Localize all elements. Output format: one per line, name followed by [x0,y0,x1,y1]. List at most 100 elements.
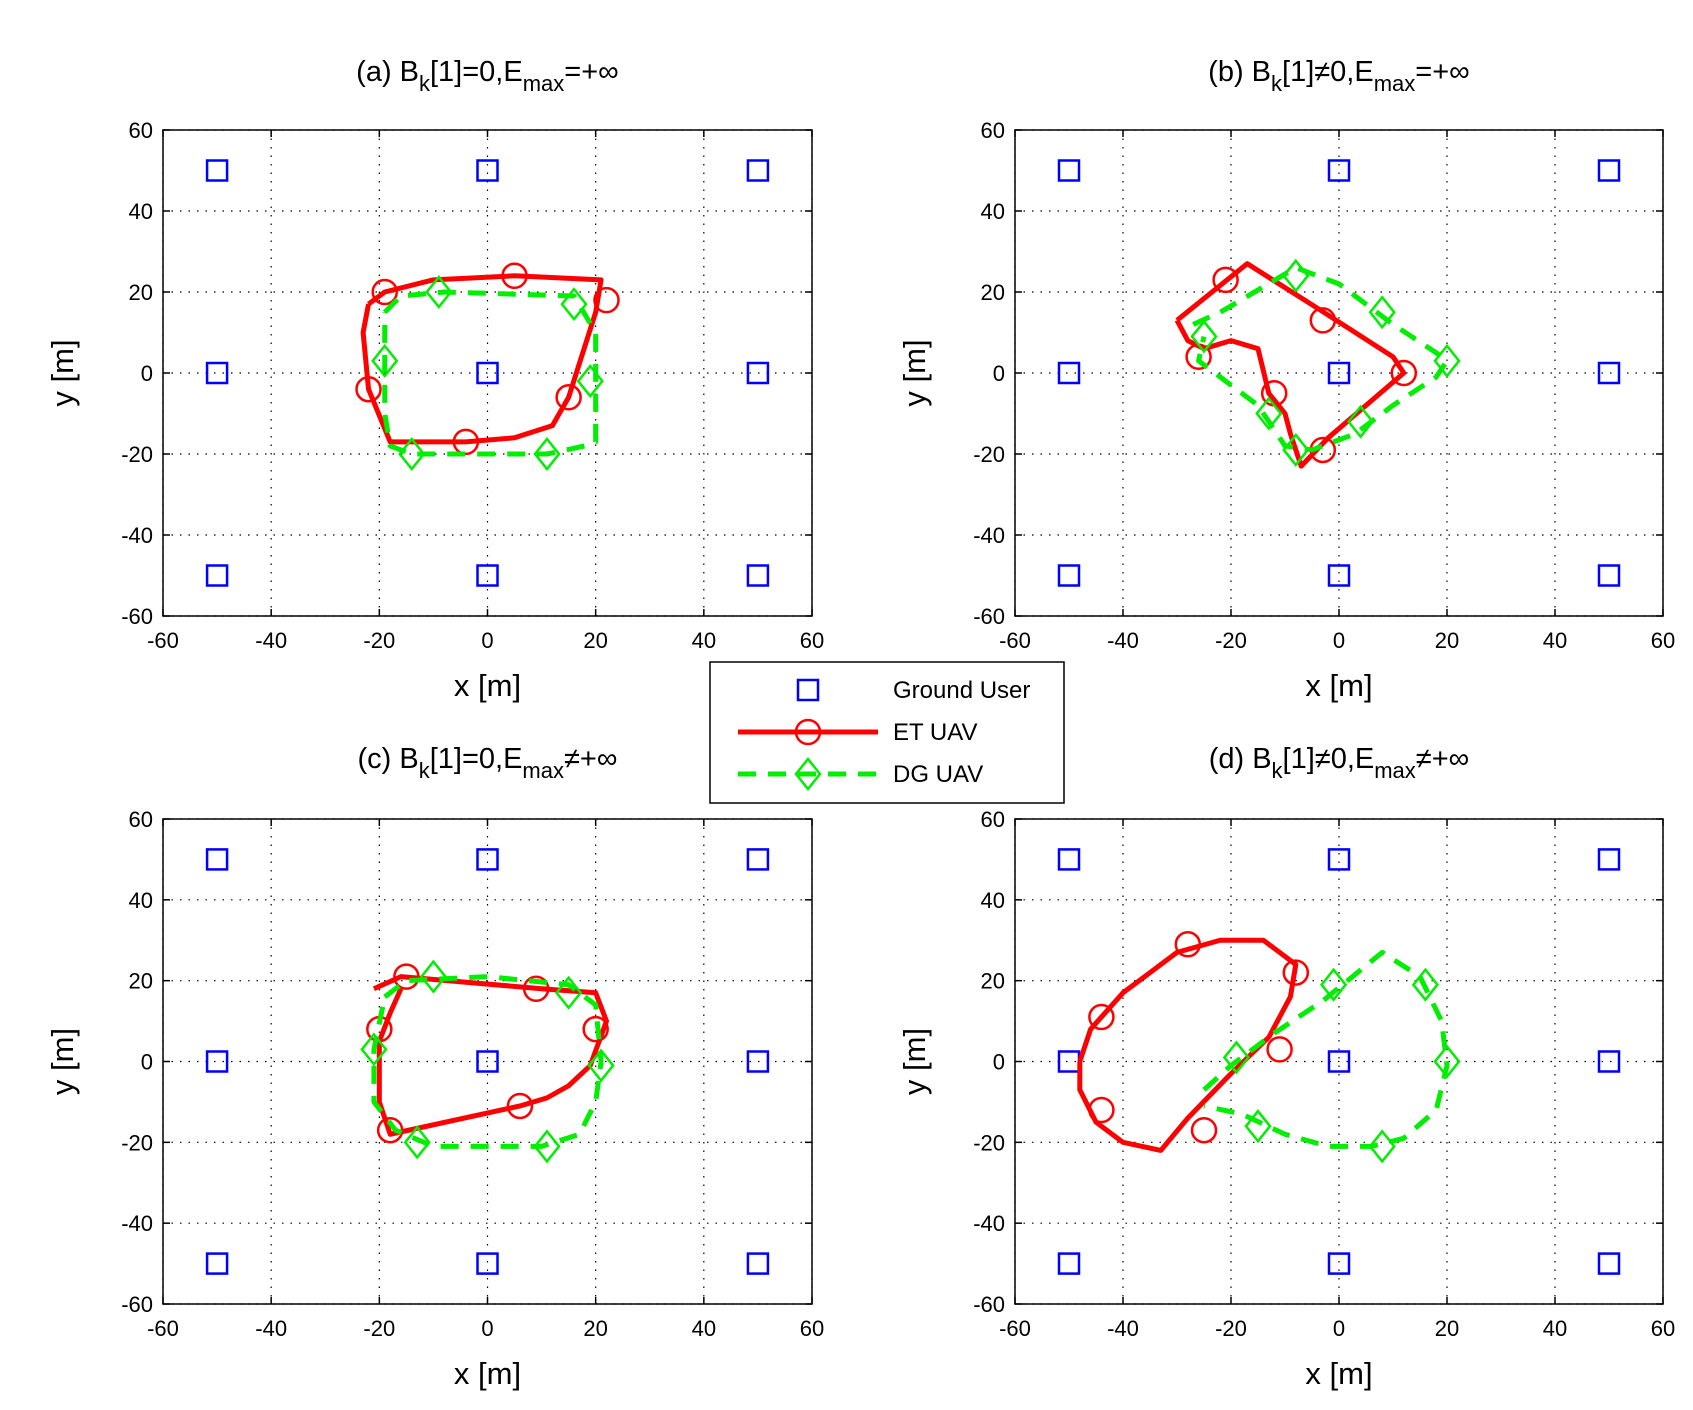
dg-marker [360,1032,388,1067]
x-tick-label: -40 [1107,628,1139,653]
ground-user-marker [1597,1252,1621,1275]
ground-user-marker [476,848,499,871]
x-tick-label: 40 [1543,1316,1567,1341]
legend: Ground User ET UAV DG UAV [709,661,1065,804]
ground-user-marker [1327,1050,1351,1073]
x-tick-label: -40 [255,1316,287,1341]
subplot: -60 -40 -20 0 20 40 60 -60 -40 -20 0 20 40 60 (d) Bk[1… [897,743,1675,1391]
title-part: k [1271,71,1283,96]
title-part: ≠+∞ [1416,743,1470,775]
y-tick-label: -60 [973,1292,1005,1317]
x-tick-label: -20 [1215,628,1247,653]
dg-marker [587,1048,615,1083]
ground-user-marker [1597,1050,1621,1073]
y-tick-label: -20 [973,442,1005,467]
y-tick-label: -20 [121,442,153,467]
ground-user-marker [746,361,770,385]
x-tick-label: -60 [999,628,1031,653]
ground-user-marker [1057,361,1081,385]
x-axis-label: x [m] [1305,1356,1372,1391]
et-marker [522,975,550,1002]
x-tick-label: 60 [1651,1316,1675,1341]
dg-marker [1282,258,1310,293]
ground-user-marker [476,1050,499,1073]
title-part: k [419,71,431,96]
x-tick-label: 20 [1435,628,1459,653]
et-marker [1088,1096,1115,1124]
axes-box [1014,129,1664,617]
et-marker [1190,1116,1218,1144]
ground-user-marker [205,1050,229,1073]
ground-user-marker [1057,848,1081,871]
dg-marker [1346,404,1375,439]
y-axis-label: y [m] [45,339,80,406]
et-marker [1309,307,1337,334]
y-axis-label: y [m] [897,339,932,406]
et-marker [506,1092,534,1120]
et-marker [1282,959,1310,986]
title-part: ≠+∞ [564,743,618,775]
dg-trajectory [371,974,604,1149]
ground-user-marker [205,848,229,871]
ground-user-marker [1057,1252,1081,1275]
y-tick-label: 40 [129,199,153,224]
ground-user-marker [1597,361,1621,385]
ground-user-marker [1327,564,1351,587]
dg-trajectory [1202,949,1450,1149]
x-tick-label: -20 [363,628,395,653]
ground-user-marker [476,159,499,182]
dg-marker [794,756,822,792]
x-tick-label: 0 [1333,628,1345,653]
dg-marker [1222,1040,1251,1075]
title-part: max [523,71,565,96]
y-tick-label: 60 [129,118,153,143]
title-part: =+∞ [1415,56,1470,88]
x-tick-label: 20 [583,1316,607,1341]
et-marker [593,286,620,314]
et-marker [1088,1003,1115,1031]
et-trajectory [1077,937,1299,1153]
x-tick-label: 40 [692,628,716,653]
y-axis-label: y [m] [45,1028,80,1095]
y-tick-label: -60 [121,604,153,629]
dg-marker [1255,396,1283,431]
et-marker [501,262,528,290]
ground-user-marker [1057,564,1081,587]
y-axis-label: y [m] [897,1028,932,1095]
et-marker [582,1015,609,1043]
y-tick-label: -60 [973,604,1005,629]
title-part: [1]=0,E [430,56,523,88]
x-tick-label: 60 [800,1316,824,1341]
y-tick-label: 40 [981,199,1005,224]
x-tick-label: 20 [583,628,607,653]
dg-marker [419,959,448,994]
y-tick-label: 0 [141,361,153,386]
subplot-title: (c) Bk[1]=0,Emax≠+∞ [357,743,617,783]
ground-user-marker [746,1050,770,1073]
title-part: max [1374,71,1416,96]
subplot-title: (d) Bk[1]≠0,Emax≠+∞ [1209,743,1470,783]
subplot: -60 -40 -20 0 20 40 60 -60 -40 -20 0 20 40 60 (a) Bk[1… [45,56,824,703]
y-tick-label: 40 [981,888,1005,913]
x-tick-label: 0 [1333,1316,1345,1341]
title-part: k [1272,758,1284,783]
y-tick-label: -40 [121,523,153,548]
y-tick-label: 60 [129,807,153,832]
et-marker [1174,931,1202,958]
et-marker [794,718,822,746]
dg-marker [1282,432,1310,467]
ground-user-marker [746,848,770,871]
et-marker [1266,1036,1293,1063]
title-part: [1]=0,E [430,743,523,775]
et-trajectory [372,974,609,1137]
title-part: k [419,758,431,783]
dg-marker [425,274,453,310]
subplot: -60 -40 -20 0 20 40 60 -60 -40 -20 0 20 40 60 (b) Bk[1… [897,56,1675,703]
axes-box [162,818,813,1305]
x-axis-label: x [m] [454,1356,521,1391]
title-part: [1]≠0,E [1283,743,1375,775]
y-tick-label: 20 [981,969,1005,994]
dg-marker [1433,343,1461,378]
subplot: -60 -40 -20 0 20 40 60 -60 -40 -20 0 20 40 60 (c) Bk[1… [45,743,824,1391]
et-marker [371,278,398,306]
